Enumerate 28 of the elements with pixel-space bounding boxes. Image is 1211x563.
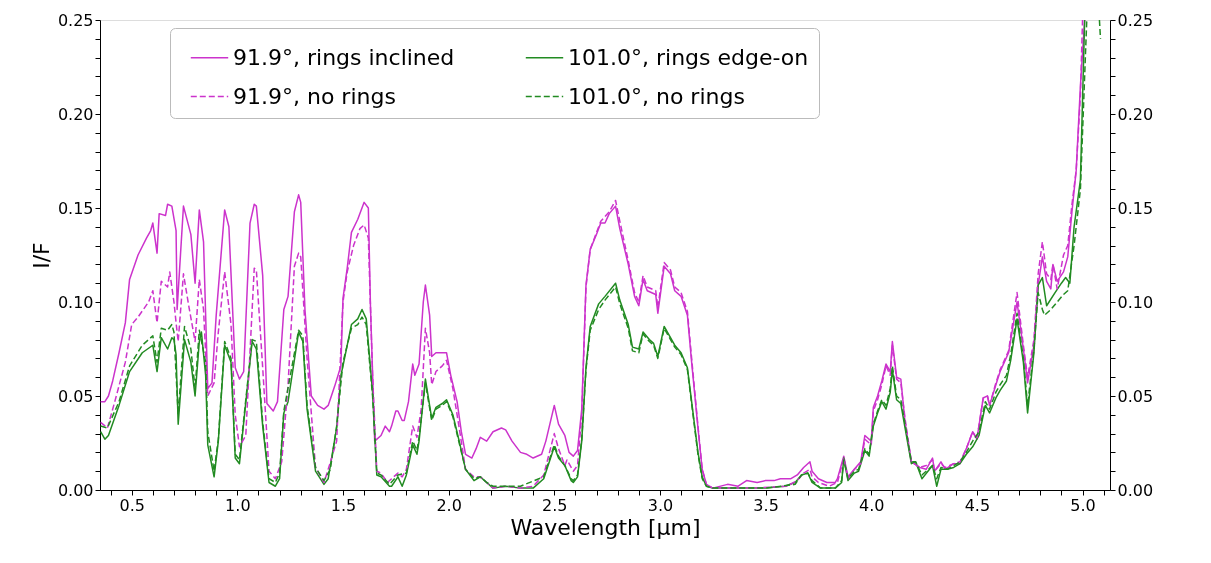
y2-tick-label: 0.05 xyxy=(1117,386,1154,406)
y-axis-title: I/F xyxy=(28,242,54,269)
x-tick-label: 3.5 xyxy=(753,495,779,515)
x-tick-label: 0.5 xyxy=(119,495,145,515)
legend-label: 101.0°, rings edge-on xyxy=(568,44,809,70)
y-tick-label: 0.20 xyxy=(57,104,94,124)
x-tick-label: 5.0 xyxy=(1070,495,1096,515)
y-tick-label: 0.05 xyxy=(57,386,94,406)
y-tick-label: 0.15 xyxy=(57,198,94,218)
legend-label: 101.0°, no rings xyxy=(568,83,745,109)
y-tick-label: 0.10 xyxy=(57,292,94,312)
y2-tick-label: 0.00 xyxy=(1117,480,1154,500)
y2-tick-label: 0.15 xyxy=(1117,198,1154,218)
x-tick-label: 1.5 xyxy=(330,495,357,515)
y-tick-label: 0.00 xyxy=(57,480,94,500)
x-tick-label: 1.0 xyxy=(225,495,251,515)
y-tick-label: 0.25 xyxy=(57,10,94,30)
x-tick-label: 4.5 xyxy=(964,495,991,515)
x-tick-label: 3.0 xyxy=(647,495,674,515)
legend-label: 91.9°, no rings xyxy=(233,83,396,109)
x-tick-label: 4.0 xyxy=(859,495,885,515)
x-tick-label: 2.0 xyxy=(436,495,462,515)
y2-tick-label: 0.20 xyxy=(1117,104,1154,124)
x-tick-label: 2.5 xyxy=(542,495,568,515)
x-axis-title: Wavelength [µm] xyxy=(510,514,701,540)
y2-tick-label: 0.25 xyxy=(1117,10,1154,30)
legend-label: 91.9°, rings inclined xyxy=(233,44,455,70)
y2-tick-label: 0.10 xyxy=(1117,292,1154,312)
